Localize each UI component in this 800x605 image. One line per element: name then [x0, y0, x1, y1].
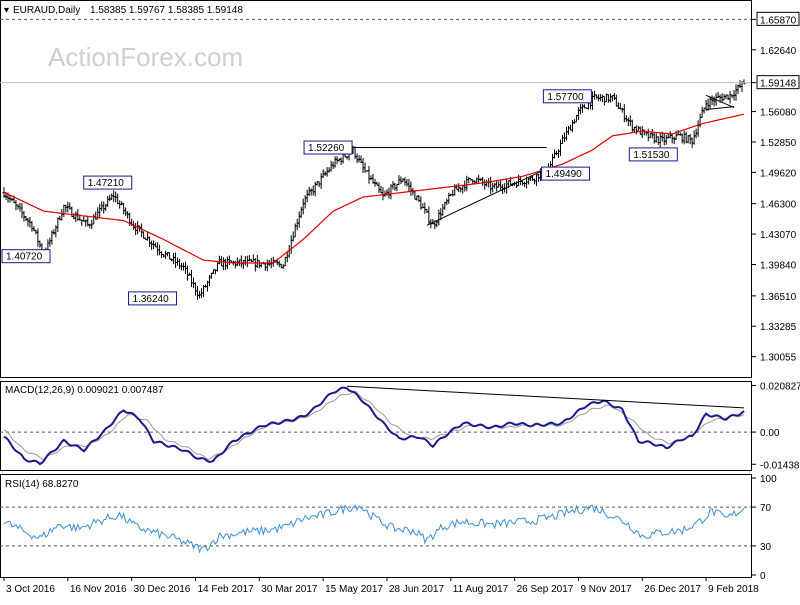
axes-layer: 1.65870 1.62640 1.59148 1.56080 1.52850 1.496…: [3, 11, 800, 595]
price-label: 1.49490: [541, 166, 591, 181]
price-label-text: 1.52260: [308, 143, 345, 154]
price-label-text: 1.57700: [547, 92, 584, 103]
price-tick-label: 1.33285: [760, 322, 797, 333]
x-tick-label: 26 Dec 2017: [644, 584, 701, 595]
rsi-tick-label: 70: [760, 503, 772, 514]
macd-tick-label: -0.014386: [760, 460, 800, 471]
x-tick-label: 14 Feb 2017: [197, 584, 254, 595]
header-ohlc: 1.58385 1.59767 1.58385 1.59148: [90, 5, 243, 16]
price-label-text: 1.40720: [6, 252, 43, 263]
macd-tick-label: 0.00: [760, 428, 780, 439]
rsi-panel: [0, 474, 752, 578]
price-label-text: 1.51530: [633, 150, 670, 161]
x-tick-label: 28 Jun 2017: [389, 584, 444, 595]
macd-panel: [0, 381, 752, 471]
price-tick-label: 1.43070: [760, 230, 797, 241]
rsi-layer: [0, 504, 751, 554]
price-label-box: [128, 291, 178, 306]
x-tick-label: 30 Mar 2017: [261, 584, 318, 595]
price-label: 1.52260: [303, 140, 353, 155]
macd-title: MACD(12,26,9) 0.009021 0.007487: [5, 385, 164, 396]
price-label-box: [542, 89, 592, 104]
x-tick-label: 15 May 2017: [325, 584, 383, 595]
price-label-box: [1, 249, 51, 264]
price-tick-label: 1.39840: [760, 260, 797, 271]
macd-tick-label: 0.020827: [760, 382, 800, 393]
price-label-box: [628, 147, 678, 162]
price-tick-label: 1.65870: [760, 15, 797, 26]
price-tick-label: 1.56080: [760, 108, 797, 119]
x-tick-label: 3 Oct 2016: [6, 584, 55, 595]
macd-line: [3, 386, 745, 466]
price-label-text: 1.47210: [88, 178, 125, 189]
rsi-title: RSI(14) 68.8270: [5, 479, 79, 490]
trendline: [706, 106, 735, 110]
price-label-text: 1.36240: [133, 294, 170, 305]
rsi-line: [3, 504, 745, 554]
price-label: 1.51530: [628, 147, 678, 162]
price-tick-box: [756, 11, 800, 26]
price-tick-box: [756, 75, 800, 90]
price-tick-label: 1.62640: [760, 46, 797, 57]
rsi-tick-label: 30: [760, 542, 772, 553]
price-label-box: [83, 175, 133, 190]
rsi-tick-label: 0: [760, 571, 766, 582]
x-tick-label: 26 Sep 2017: [517, 584, 574, 595]
header-symbol-icon: ▾: [4, 5, 9, 16]
rsi-tick-label: 100: [760, 474, 777, 485]
price-label: 1.47210: [83, 175, 133, 190]
trendline: [705, 94, 735, 109]
header-symbol: EURAUD,Daily: [13, 5, 80, 16]
trendline: [426, 168, 547, 226]
price-tick-label: 1.30055: [760, 353, 797, 364]
macd-divergence-line: [347, 385, 745, 409]
price-label: 1.40720: [1, 249, 51, 264]
watermark: ActionForex.com: [48, 42, 243, 72]
price-label-box: [303, 140, 353, 155]
macd-signal-line: [3, 390, 745, 461]
price-label: 1.57700: [542, 89, 592, 104]
price-label: 1.36240: [128, 291, 178, 306]
price-tick-label: 1.49620: [760, 168, 797, 179]
price-label-box: [541, 166, 591, 181]
price-tick-label: 1.59148: [760, 79, 797, 90]
x-tick-label: 11 Aug 2017: [453, 584, 509, 595]
price-tick-label: 1.52850: [760, 138, 797, 149]
x-tick-label: 30 Dec 2016: [134, 584, 191, 595]
price-label-text: 1.49490: [546, 169, 583, 180]
macd-layer: [0, 385, 751, 466]
price-layer: 1.40720 1.47210 1.36240 1.52260 1.49490 1.577…: [0, 18, 751, 306]
price-tick-label: 1.36510: [760, 292, 797, 303]
price-tick-label: 1.46300: [760, 200, 797, 211]
x-tick-label: 9 Nov 2017: [580, 584, 632, 595]
x-tick-label: 16 Nov 2016: [70, 584, 127, 595]
x-tick-label: 9 Feb 2018: [708, 584, 759, 595]
moving-average-line: [3, 113, 745, 264]
